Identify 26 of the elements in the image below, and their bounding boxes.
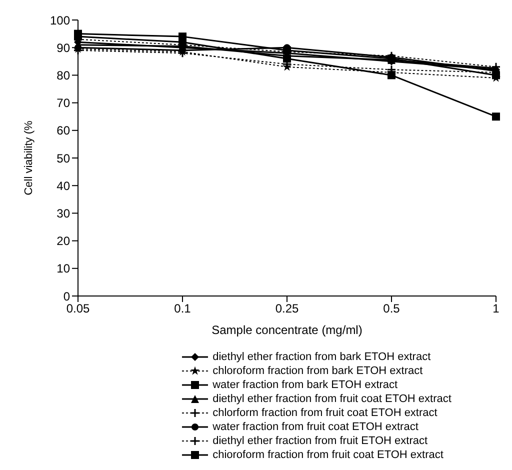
legend-label: diethyl ether fraction from bark ETOH extract xyxy=(212,351,431,363)
legend-label: water fraction from bark ETOH extract xyxy=(212,379,398,391)
legend-label: water fraction from fruit coat ETOH extract xyxy=(212,421,418,433)
x-axis-title: Sample concentrate (mg/ml) xyxy=(212,323,362,337)
y-tick-label: 60 xyxy=(56,124,70,138)
y-tick-label: 20 xyxy=(56,234,70,248)
y-tick-label: 80 xyxy=(56,68,70,82)
y-tick-label: 90 xyxy=(56,40,70,55)
x-tick-label: 0.1 xyxy=(174,302,192,316)
y-tick-label: 70 xyxy=(56,96,70,110)
y-tick-label: 50 xyxy=(56,151,70,166)
legend-label: diethyl ether fraction from fruit ETOH extract xyxy=(212,435,428,447)
y-tick-label: 100 xyxy=(50,13,70,28)
y-tick-label: 40 xyxy=(56,178,70,193)
x-tick-label: 1 xyxy=(492,302,500,316)
legend-label: diethyl ether fraction from fruit coat ETOH extract xyxy=(212,393,452,405)
y-tick-label: 30 xyxy=(56,206,70,220)
y-axis-title: Cell viability (% xyxy=(22,120,35,196)
legend-label: chloroform fraction from bark ETOH extract xyxy=(212,365,423,377)
x-tick-label: 0.25 xyxy=(275,302,299,316)
x-tick-label: 0.05 xyxy=(66,302,90,316)
legend-label: chioroform fraction from fruit coat ETOH extract xyxy=(212,449,444,461)
y-tick-label: 10 xyxy=(56,262,70,276)
y-tick-label: 0 xyxy=(63,289,70,304)
x-tick-label: 0.5 xyxy=(383,302,400,316)
legend-label: chlorform fraction from fruit coat ETOH extract xyxy=(212,407,438,419)
